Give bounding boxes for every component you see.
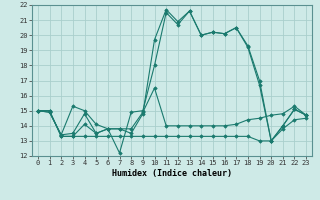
X-axis label: Humidex (Indice chaleur): Humidex (Indice chaleur) — [112, 169, 232, 178]
